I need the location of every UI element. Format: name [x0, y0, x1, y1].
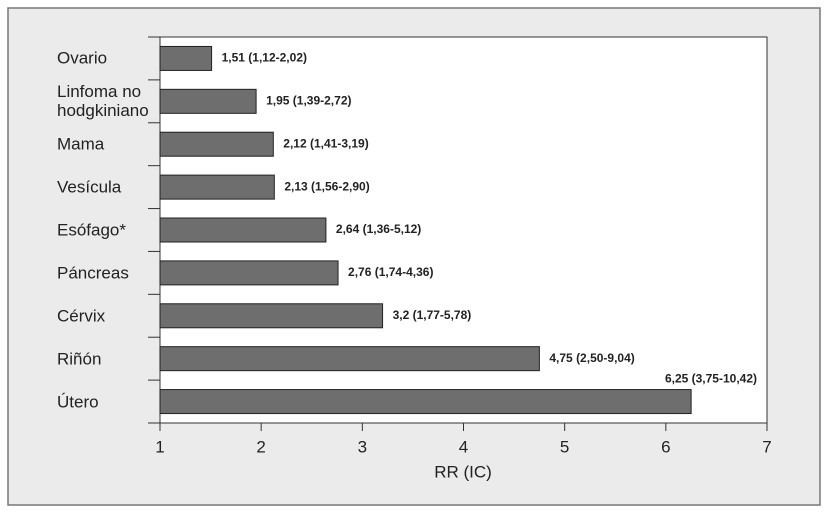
x-tick-label: 4 — [459, 437, 468, 456]
bar — [159, 260, 339, 286]
value-label: 2,12 (1,41-3,19) — [283, 136, 368, 150]
category-label: Páncreas — [57, 263, 129, 283]
x-tick-label: 1 — [155, 437, 164, 456]
x-tick-label: 2 — [256, 437, 265, 456]
value-label: 2,76 (1,74-4,36) — [348, 265, 433, 279]
bar — [159, 303, 384, 329]
category-label: Riñón — [57, 349, 102, 369]
x-tick-label: 5 — [560, 437, 569, 456]
x-axis-label: RR (IC) — [434, 462, 492, 481]
category-label: Útero — [57, 392, 99, 412]
x-tick-label: 7 — [762, 437, 771, 456]
category-label: Mama — [57, 134, 105, 154]
bar — [159, 88, 257, 114]
bar — [159, 217, 327, 243]
value-label: 2,64 (1,36-5,12) — [336, 222, 421, 236]
category-label: Esófago* — [57, 220, 126, 240]
bar — [159, 45, 213, 71]
bar — [159, 131, 274, 157]
x-tick-label: 6 — [661, 437, 670, 456]
bar — [159, 389, 692, 415]
value-label: 1,51 (1,12-2,02) — [222, 51, 307, 65]
category-label: Ovario — [57, 48, 108, 68]
value-label: 3,2 (1,77-5,78) — [393, 308, 472, 322]
value-label: 2,13 (1,56-2,90) — [284, 179, 369, 193]
bar — [159, 174, 275, 200]
bar — [159, 346, 540, 372]
category-label: Linfoma no hodgkiniano — [57, 82, 149, 121]
category-label: Cérvix — [57, 306, 106, 326]
value-label: 6,25 (3,75-10,42) — [665, 372, 757, 386]
value-label: 1,95 (1,39-2,72) — [266, 94, 351, 108]
value-label: 4,75 (2,50-9,04) — [549, 351, 634, 365]
category-label: Vesícula — [57, 177, 122, 197]
x-tick-label: 3 — [358, 437, 367, 456]
